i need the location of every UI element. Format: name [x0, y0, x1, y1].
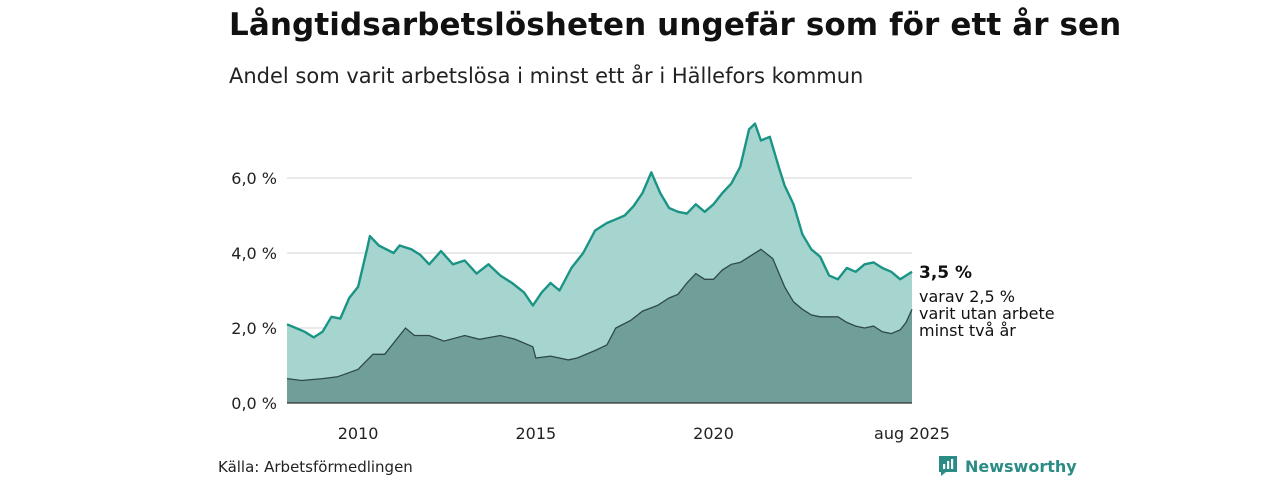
x-tick-label: aug 2025 — [874, 424, 950, 443]
area-two-year — [287, 249, 912, 403]
y-tick-label: 4,0 % — [231, 244, 277, 263]
y-tick-label: 6,0 % — [231, 169, 277, 188]
annotation-total-value: 3,5 % — [919, 263, 972, 283]
x-axis-labels: 2010 2015 2020 aug 2025 — [338, 424, 950, 443]
newsworthy-logo-icon — [939, 456, 957, 476]
y-tick-label: 0,0 % — [231, 394, 277, 413]
y-tick-label: 2,0 % — [231, 319, 277, 338]
brand-name: Newsworthy — [965, 456, 1077, 476]
x-tick-label: 2015 — [515, 424, 556, 443]
chart-title: Långtidsarbetslösheten ungefär som för e… — [229, 7, 1122, 43]
annotation-line: varit utan arbete — [919, 304, 1055, 323]
x-tick-label: 2010 — [338, 424, 379, 443]
x-tick-label: 2020 — [693, 424, 734, 443]
source-credit: Källa: Arbetsförmedlingen — [218, 458, 413, 476]
y-axis-labels: 0,0 % 2,0 % 4,0 % 6,0 % — [231, 169, 277, 413]
annotation-line: minst två år — [919, 321, 1016, 340]
brand-logo: Newsworthy — [938, 455, 1077, 477]
chart-subtitle: Andel som varit arbetslösa i minst ett å… — [229, 64, 864, 88]
line-total — [286, 122, 913, 339]
line-two-year — [286, 248, 913, 382]
annotation-line: varav 2,5 % — [919, 287, 1015, 306]
